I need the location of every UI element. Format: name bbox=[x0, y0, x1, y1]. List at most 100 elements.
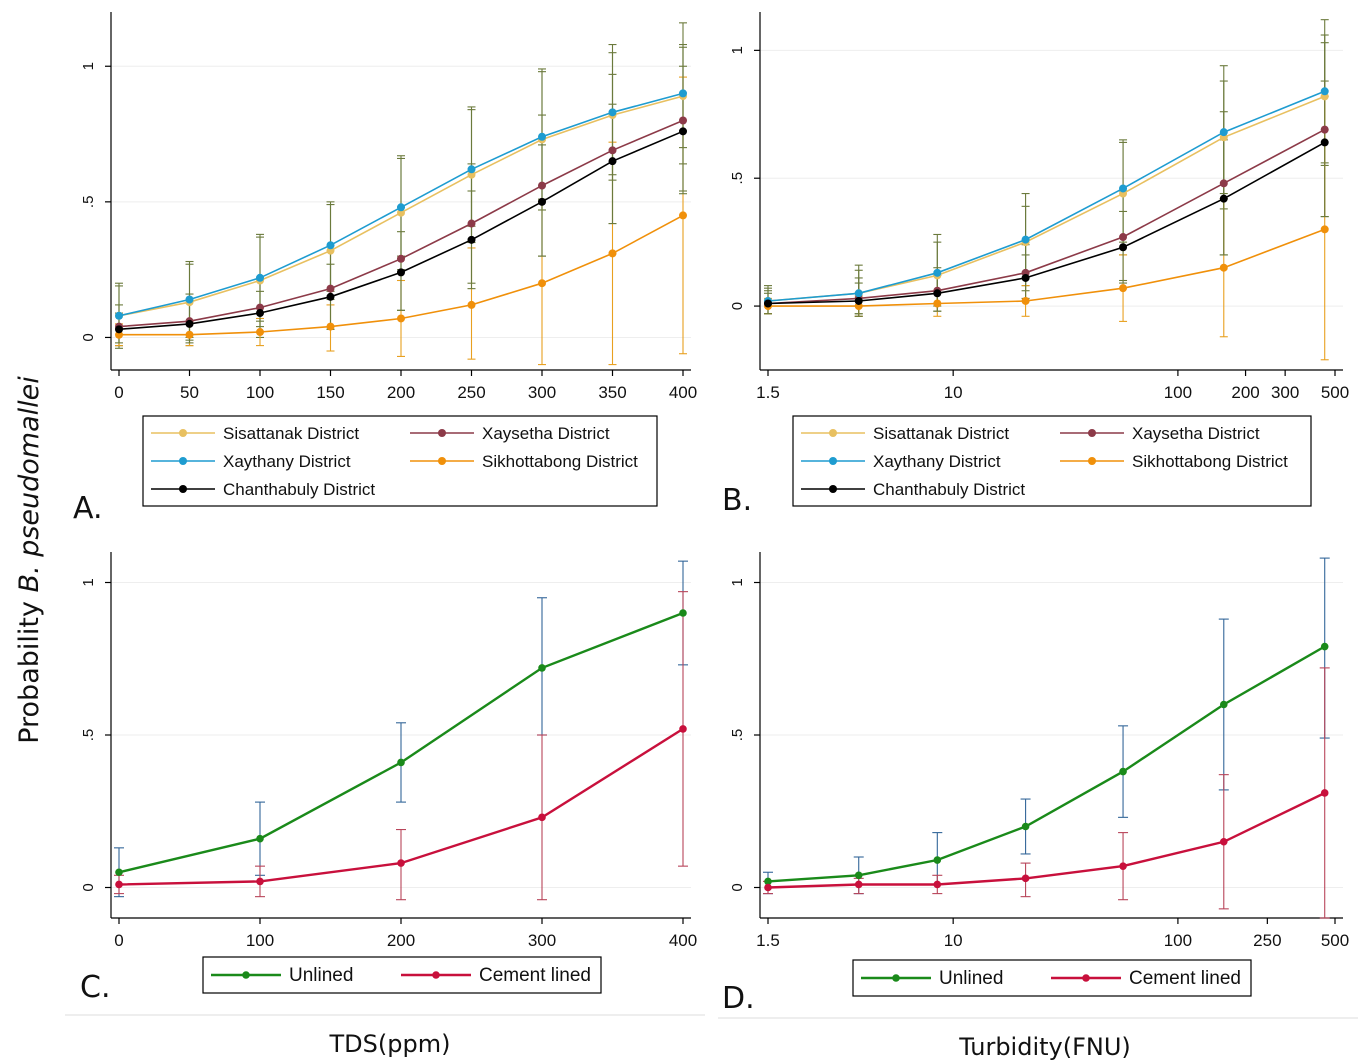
legend-entry-cement-lined: Cement lined bbox=[1051, 968, 1241, 989]
data-point-cement-lined bbox=[256, 877, 264, 886]
data-point-xaysetha-district bbox=[326, 284, 335, 293]
legend-key-marker bbox=[829, 485, 837, 493]
panel-A: 0 .5 1 0 50 100 150 200 250 300 350 400 Sisattanak … bbox=[73, 12, 697, 526]
x-tick-label: 100 bbox=[1164, 931, 1192, 950]
data-point-cement-lined bbox=[397, 859, 405, 867]
x-tick-label: 200 bbox=[1231, 383, 1259, 402]
legend-label: Chanthabuly District bbox=[873, 480, 1025, 499]
y-tick-label: 0 bbox=[80, 333, 97, 341]
data-point-sikhottabong-district bbox=[185, 330, 194, 339]
data-point-unlined bbox=[933, 856, 942, 864]
panel-C: 0 .5 1 0 100 200 300 400 Unlined Cement lined C. bbox=[80, 552, 697, 1005]
data-point-xaysetha-district bbox=[679, 116, 687, 125]
data-point-xaythany-district bbox=[185, 295, 194, 304]
legend-entry-sikhottabong-district: Sikhottabong District bbox=[410, 452, 638, 471]
data-point-xaysetha-district bbox=[397, 254, 405, 263]
data-point-chanthabuly-district bbox=[608, 157, 617, 166]
legend-entry-sisattanak-district: Sisattanak District bbox=[151, 424, 359, 443]
x-tick-label: 100 bbox=[1164, 383, 1192, 402]
legend-key-marker bbox=[829, 457, 837, 465]
data-point-sikhottabong-district bbox=[326, 322, 335, 331]
data-point-sikhottabong-district bbox=[397, 314, 405, 323]
legend-key-marker bbox=[892, 974, 900, 982]
legend-D: Unlined Cement lined bbox=[852, 959, 1252, 997]
legend-label: Unlined bbox=[939, 968, 1003, 989]
x-tick-label: 300 bbox=[1271, 383, 1299, 402]
data-point-cement-lined bbox=[933, 880, 942, 889]
legend-A: Sisattanak District Xaysetha District Xayt… bbox=[142, 415, 658, 507]
data-point-cement-lined bbox=[1021, 874, 1030, 883]
data-point-chanthabuly-district bbox=[764, 299, 772, 308]
data-point-sikhottabong-district bbox=[1320, 225, 1329, 234]
legend-entry-unlined: Unlined bbox=[211, 965, 353, 986]
x-tick-label: 250 bbox=[457, 383, 485, 402]
x-tick-label: 0 bbox=[114, 383, 123, 402]
data-point-chanthabuly-district bbox=[467, 235, 476, 244]
legend-label: Sikhottabong District bbox=[482, 452, 638, 471]
data-point-xaysetha-district bbox=[608, 146, 617, 155]
data-point-xaysetha-district bbox=[1119, 233, 1128, 242]
x-tick-label: 100 bbox=[246, 383, 274, 402]
legend-label: Cement lined bbox=[479, 965, 591, 986]
plot-area-B: 0 .5 1 1.5 10 100 200 300 500 bbox=[729, 12, 1349, 402]
x-tick-label: 400 bbox=[669, 383, 697, 402]
legend-key-marker bbox=[242, 971, 250, 979]
y-axis-title: Probability B. pseudomallei bbox=[14, 376, 45, 744]
legend-key-marker bbox=[1088, 429, 1096, 437]
data-point-cement-lined bbox=[538, 813, 546, 822]
legend-label: Sisattanak District bbox=[223, 424, 359, 443]
legend-B: Sisattanak District Xaysetha District Xayt… bbox=[792, 415, 1312, 507]
data-point-chanthabuly-district bbox=[1320, 138, 1329, 147]
legend-label: Sikhottabong District bbox=[1132, 452, 1288, 471]
data-point-xaysetha-district bbox=[538, 181, 546, 190]
data-point-cement-lined bbox=[115, 880, 123, 889]
data-point-xaythany-district bbox=[115, 311, 123, 320]
data-point-chanthabuly-district bbox=[1119, 243, 1128, 252]
legend-label: Sisattanak District bbox=[873, 424, 1009, 443]
data-point-xaythany-district bbox=[1320, 87, 1329, 96]
panel-label-D: D. bbox=[722, 981, 755, 1016]
plot-area-C: 0 .5 1 0 100 200 300 400 bbox=[80, 552, 697, 950]
data-point-sikhottabong-district bbox=[1021, 296, 1030, 305]
panel-B: 0 .5 1 1.5 10 100 200 300 500 Sisattanak Distric… bbox=[722, 12, 1349, 518]
panel-label-B: B. bbox=[722, 483, 752, 518]
data-point-cement-lined bbox=[764, 883, 772, 892]
legend-key-marker bbox=[829, 429, 837, 437]
data-point-xaythany-district bbox=[397, 203, 405, 212]
legend-entry-chanthabuly-district: Chanthabuly District bbox=[801, 480, 1025, 499]
data-point-unlined bbox=[764, 877, 772, 886]
data-point-xaythany-district bbox=[326, 241, 335, 250]
data-point-sikhottabong-district bbox=[1119, 284, 1128, 293]
panel-label-A: A. bbox=[73, 491, 103, 526]
data-point-xaythany-district bbox=[1219, 128, 1228, 137]
data-point-chanthabuly-district bbox=[854, 296, 863, 305]
x-tick-label: 300 bbox=[528, 383, 556, 402]
legend-key-marker bbox=[179, 429, 187, 437]
legend-label: Xaysetha District bbox=[482, 424, 610, 443]
x-tick-label: 10 bbox=[944, 383, 963, 402]
data-point-sikhottabong-district bbox=[933, 299, 942, 308]
x-axis-title-tds: TDS(ppm) bbox=[329, 1030, 451, 1058]
data-point-xaythany-district bbox=[256, 273, 264, 282]
legend-label: Xaysetha District bbox=[1132, 424, 1260, 443]
data-point-cement-lined bbox=[854, 880, 863, 889]
data-point-xaysetha-district bbox=[467, 219, 476, 228]
data-point-unlined bbox=[854, 871, 863, 880]
data-point-sikhottabong-district bbox=[538, 279, 546, 288]
x-tick-label: 100 bbox=[246, 931, 274, 950]
x-tick-label: 200 bbox=[387, 931, 415, 950]
legend-entry-sisattanak-district: Sisattanak District bbox=[801, 424, 1009, 443]
legend-entry-sikhottabong-district: Sikhottabong District bbox=[1060, 452, 1288, 471]
data-point-chanthabuly-district bbox=[397, 268, 405, 277]
x-tick-label: 300 bbox=[528, 931, 556, 950]
data-point-unlined bbox=[1320, 642, 1329, 651]
error-bar bbox=[1320, 80, 1329, 218]
x-tick-label: 250 bbox=[1253, 931, 1281, 950]
x-tick-label: 150 bbox=[316, 383, 344, 402]
y-tick-label: .5 bbox=[729, 729, 746, 742]
legend-label: Xaythany District bbox=[873, 452, 1001, 471]
y-tick-label: 1 bbox=[80, 578, 97, 586]
legend-entry-xaysetha-district: Xaysetha District bbox=[410, 424, 610, 443]
data-point-xaythany-district bbox=[467, 165, 476, 174]
data-point-chanthabuly-district bbox=[538, 197, 546, 206]
